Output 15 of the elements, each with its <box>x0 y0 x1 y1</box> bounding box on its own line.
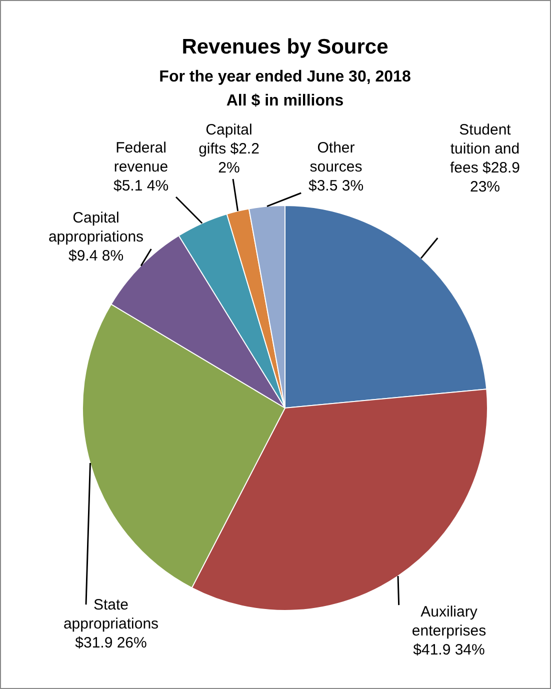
text: All $ in millions <box>226 92 344 110</box>
data-label: $9.4 8% <box>68 248 124 265</box>
slice-label: Auxiliary enterprises <box>412 604 486 640</box>
data-label: $31.9 26% <box>75 634 147 652</box>
slice-label: Federal revenue <box>114 140 168 176</box>
slice-label: Capital gifts $2.2 2% <box>198 122 260 177</box>
chart-title: Revenues by Source <box>182 35 388 58</box>
chart-subtitle: For the year ended June 30, 2018 <box>159 68 411 86</box>
slice-label: Capital appropriations <box>48 210 144 246</box>
slice-label: Other sources <box>310 140 362 176</box>
data-label: $5.1 4% <box>113 178 169 195</box>
slice-label: State appropriations <box>63 596 159 633</box>
data-label: $3.5 3% <box>308 178 364 195</box>
slice-label: Student tuition and fees $28.9 23% <box>450 122 520 196</box>
data-label: $41.9 34% <box>413 642 485 659</box>
